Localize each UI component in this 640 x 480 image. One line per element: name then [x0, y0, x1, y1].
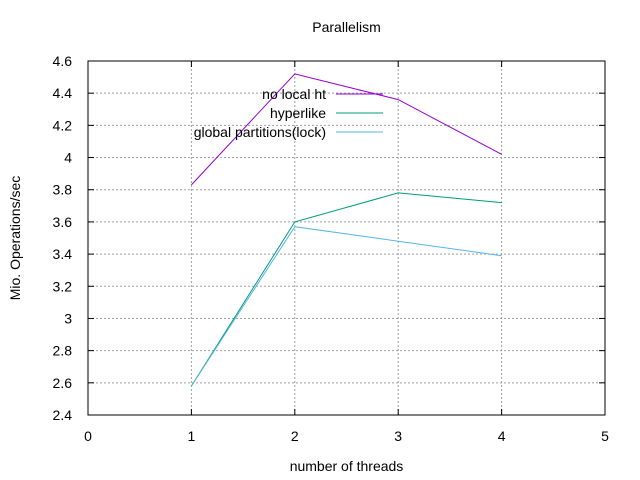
x-axis-label: number of threads [290, 458, 404, 474]
series-line-3 [190, 226, 502, 387]
y-tick-label: 3.8 [53, 182, 73, 198]
legend-label: global partitions(lock) [194, 124, 326, 140]
y-tick-label: 4.6 [53, 53, 73, 69]
x-tick-label: 3 [394, 428, 402, 444]
y-tick-label: 2.4 [53, 407, 73, 423]
ticks [87, 60, 606, 416]
tick-labels: 0 1 2 3 4 5 2.4 2.6 2.8 3 3.2 3.4 3.6 3.8 4 4.2 4.4 4.6 [53, 53, 610, 444]
y-tick-label: 3 [64, 310, 72, 326]
legend-label: hyperlike [270, 105, 326, 121]
y-tick-label: 4 [64, 150, 72, 166]
y-tick-label: 3.6 [53, 214, 73, 230]
plot-frame [87, 60, 606, 416]
legend: no local ht hyperlike global partitions(lo… [194, 86, 383, 140]
x-tick-label: 0 [84, 428, 92, 444]
y-tick-label: 2.6 [53, 375, 73, 391]
series-line-1 [191, 73, 502, 186]
grid [88, 61, 605, 415]
x-tick-label: 4 [498, 428, 506, 444]
legend-label: no local ht [262, 86, 326, 102]
y-tick-label: 3.2 [53, 278, 73, 294]
chart-title: Parallelism [312, 19, 380, 35]
x-tick-label: 1 [188, 428, 196, 444]
x-tick-label: 5 [601, 428, 609, 444]
y-axis-label: Mio. Operations/sec [7, 176, 23, 301]
y-tick-label: 2.8 [53, 343, 73, 359]
y-tick-label: 4.2 [53, 117, 73, 133]
series-lines [190, 73, 502, 387]
y-tick-label: 4.4 [53, 85, 73, 101]
x-tick-label: 2 [291, 428, 299, 444]
y-tick-label: 3.4 [53, 246, 73, 262]
series-line-2 [190, 192, 502, 387]
